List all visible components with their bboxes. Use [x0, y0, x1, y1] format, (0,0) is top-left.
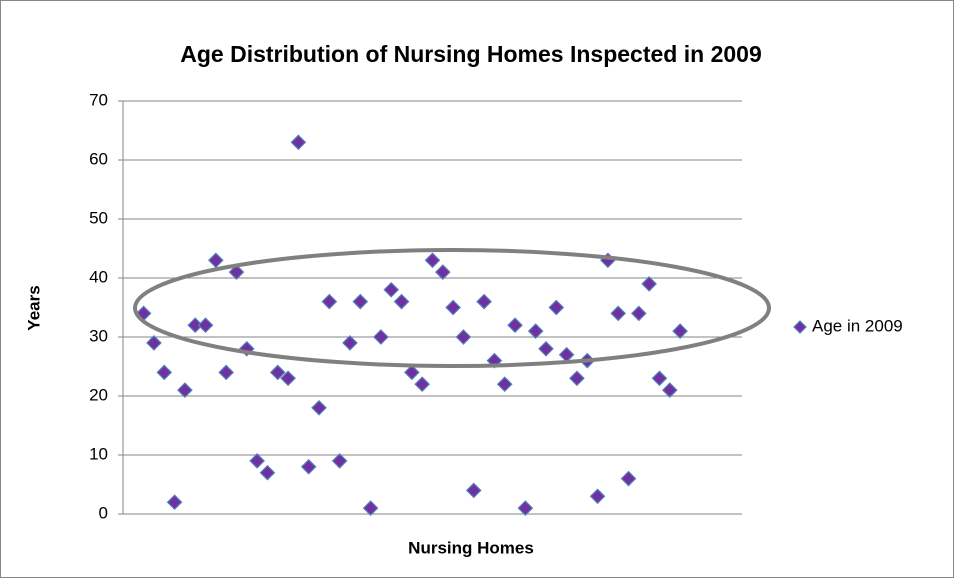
- legend-label: Age in 2009: [812, 316, 903, 335]
- data-point: [331, 453, 348, 469]
- data-point: [300, 458, 317, 475]
- data-point: [259, 464, 276, 481]
- y-axis-label: Years: [24, 285, 43, 330]
- data-point: [496, 376, 513, 393]
- data-point: [589, 488, 606, 505]
- data-point: [177, 382, 193, 398]
- data-point: [610, 305, 627, 322]
- y-tick-label: 0: [99, 503, 108, 522]
- data-point: [197, 317, 214, 334]
- data-point: [620, 470, 637, 487]
- y-tick-label: 20: [89, 385, 108, 404]
- data-point: [342, 335, 358, 351]
- y-tick-label: 50: [89, 208, 108, 227]
- data-point: [651, 370, 668, 387]
- data-point: [146, 335, 162, 351]
- data-point: [424, 252, 441, 269]
- data-point: [476, 293, 492, 310]
- data-point: [404, 364, 420, 381]
- data-point: [156, 364, 173, 381]
- data-point: [641, 276, 657, 292]
- data-point: [445, 299, 461, 316]
- data-point: [538, 340, 554, 357]
- grid: [118, 100, 742, 515]
- data-point: [383, 281, 400, 298]
- data-point: [228, 264, 245, 280]
- data-point: [548, 299, 565, 316]
- data-point: [249, 453, 265, 469]
- legend-marker: [793, 320, 807, 334]
- y-tick-label: 30: [89, 326, 108, 345]
- data-point: [311, 399, 327, 416]
- y-tick-label: 10: [89, 444, 108, 463]
- data-point: [661, 382, 678, 398]
- data-point: [569, 370, 585, 387]
- data-point: [630, 305, 647, 322]
- y-tick-label: 60: [89, 149, 108, 168]
- data-point: [455, 329, 472, 345]
- data-point: [465, 482, 482, 499]
- data-point: [218, 364, 235, 381]
- data-point: [166, 494, 183, 511]
- data-point: [507, 317, 523, 334]
- data-point: [321, 293, 338, 310]
- data-point: [290, 134, 307, 151]
- data-point: [434, 264, 451, 280]
- y-tick-label: 40: [89, 267, 108, 286]
- data-point: [352, 293, 369, 310]
- data-point: [517, 500, 534, 516]
- data-point: [527, 323, 544, 339]
- data-point: [414, 376, 431, 393]
- highlight-ellipse: [133, 248, 771, 368]
- data-point: [672, 323, 688, 339]
- data-point: [373, 329, 389, 345]
- chart-title: Age Distribution of Nursing Homes Inspec…: [180, 41, 761, 67]
- y-tick-label: 70: [89, 90, 108, 109]
- data-point: [187, 317, 204, 334]
- data-point: [362, 500, 379, 516]
- x-axis-label: Nursing Homes: [408, 538, 534, 557]
- data-point: [393, 293, 410, 310]
- data-point: [269, 364, 286, 381]
- data-point: [280, 370, 296, 387]
